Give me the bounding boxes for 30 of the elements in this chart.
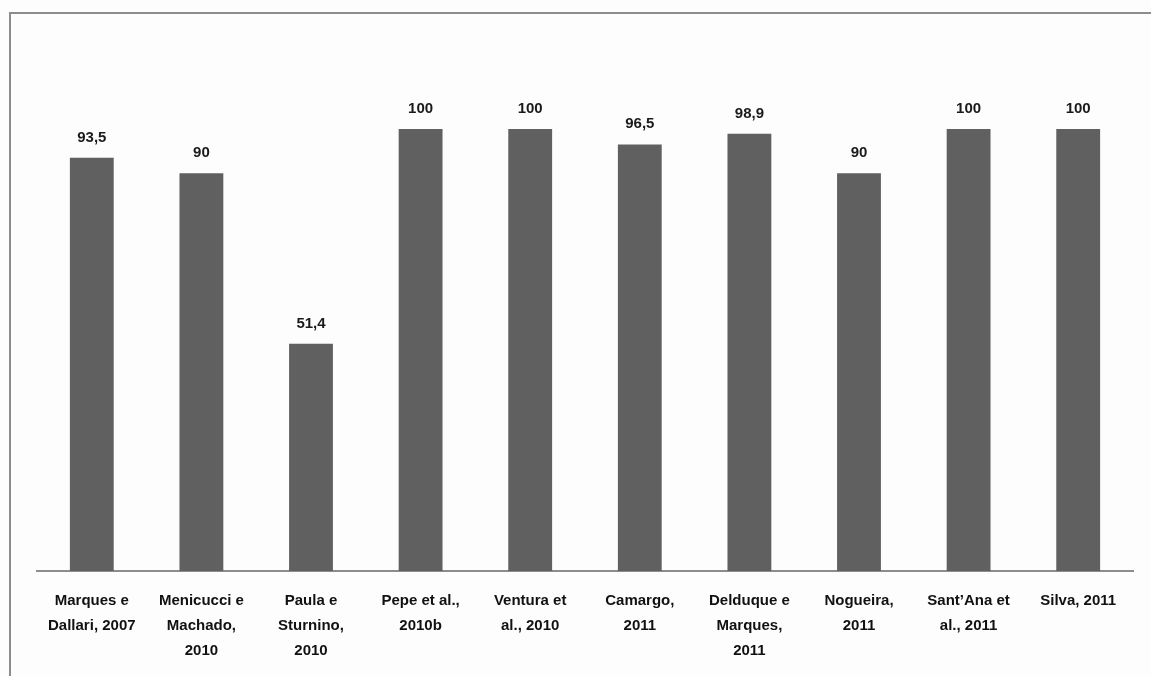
- bar: [617, 144, 662, 571]
- bar: [837, 173, 881, 571]
- bar: [179, 173, 224, 571]
- bar: [946, 129, 991, 571]
- bar: [1056, 129, 1101, 571]
- data-label: 93,5: [77, 127, 107, 145]
- x-tick-label: Pepe et al., 2010b: [381, 590, 460, 633]
- data-label: 90: [850, 143, 868, 161]
- data-label: 100: [517, 99, 543, 116]
- bar: [69, 157, 114, 571]
- x-tick-label: Nogueira, 2011: [824, 590, 894, 633]
- x-tick-label: Silva, 2011: [1040, 590, 1117, 608]
- data-label: 51,4: [296, 313, 327, 331]
- x-tick-label: Ventura et al., 2010: [493, 590, 567, 633]
- data-label: 98,9: [734, 103, 764, 121]
- x-tick-label: Camargo, 2011: [605, 590, 675, 633]
- data-label: 100: [956, 99, 982, 116]
- bar: [398, 129, 443, 571]
- bar: [727, 133, 772, 571]
- bar: [289, 343, 333, 571]
- x-tick-label: Delduque e Marques, 2011: [708, 590, 790, 658]
- data-label: 90: [193, 143, 210, 161]
- x-tick-label: Marques e Dallari, 2007: [48, 590, 136, 633]
- x-tick-label: Sant’Ana et al., 2011: [927, 590, 1010, 633]
- data-label: 100: [1065, 99, 1091, 116]
- x-tick-label: Menicucci e Machado, 2010: [158, 590, 244, 658]
- bar: [508, 129, 553, 571]
- data-label: 96,5: [625, 114, 655, 132]
- x-tick-label: Paula e Sturnino, 2010: [278, 590, 344, 658]
- data-label: 100: [408, 99, 434, 116]
